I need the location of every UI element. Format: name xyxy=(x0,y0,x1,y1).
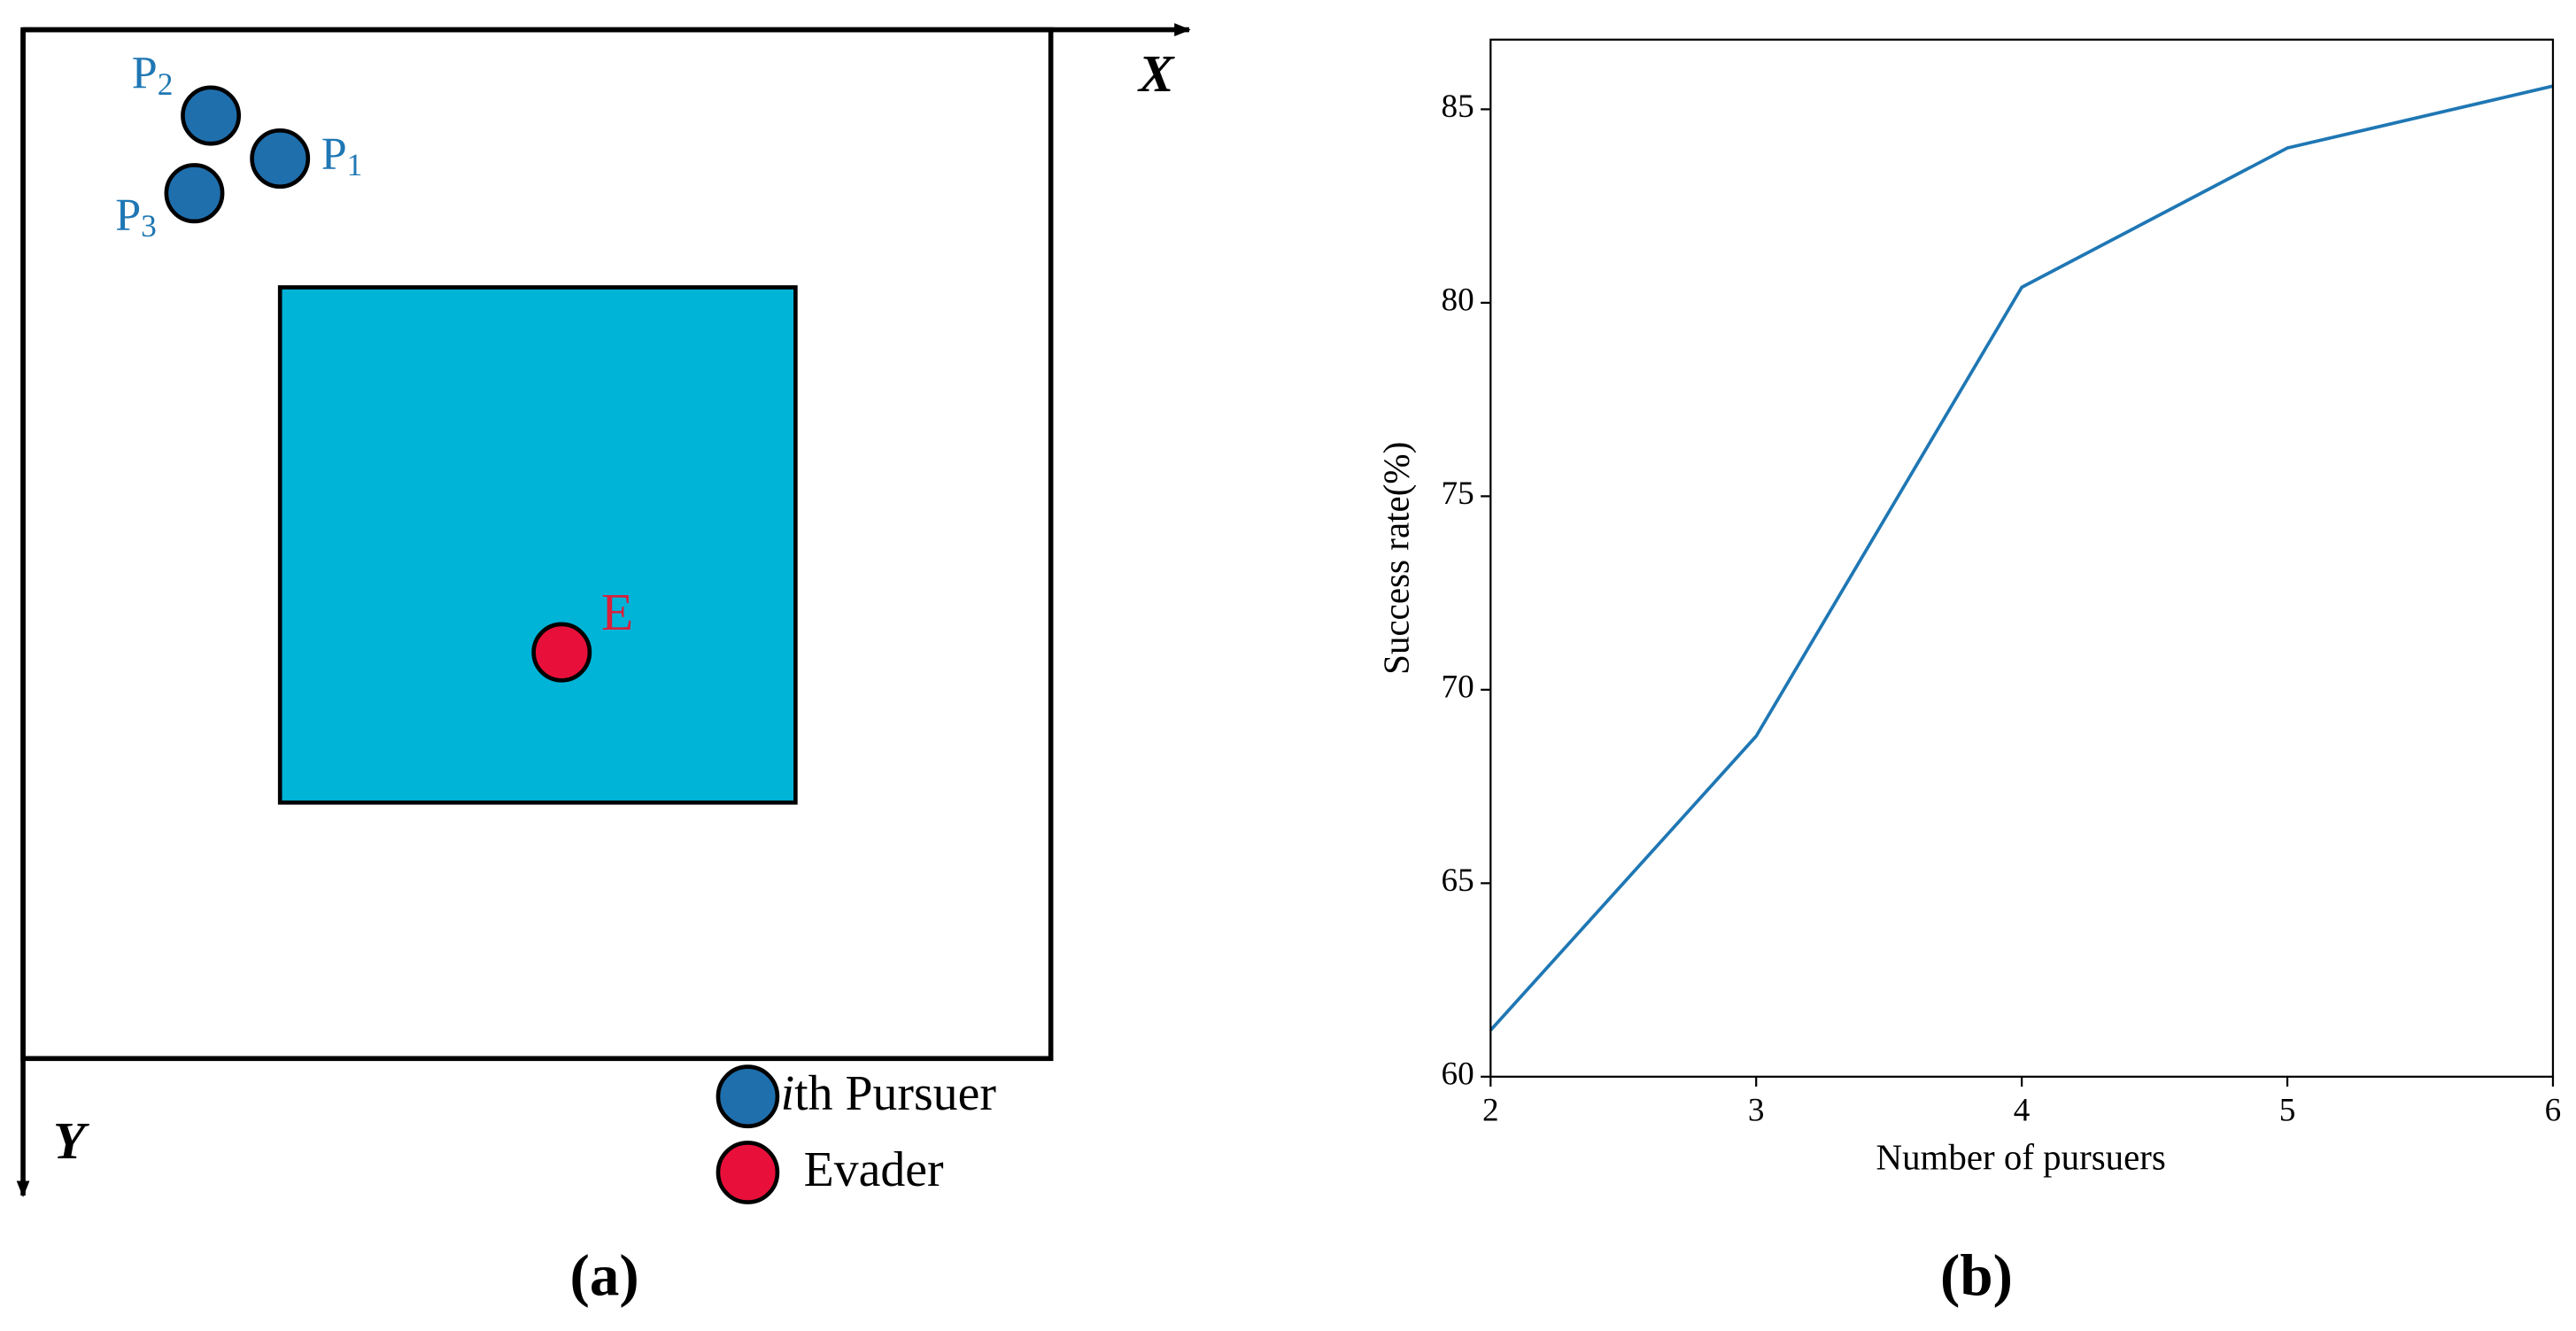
legend-text: Evader xyxy=(804,1142,944,1197)
y-tick-label: 80 xyxy=(1441,282,1474,318)
obstacle-region xyxy=(277,285,798,805)
evader xyxy=(531,622,592,683)
pursuer-label: P1 xyxy=(321,129,363,182)
x-axis-label: X xyxy=(1137,44,1175,103)
evader-label: E xyxy=(601,583,633,641)
pursuer xyxy=(164,163,225,224)
y-tick-label: 75 xyxy=(1441,476,1474,512)
x-tick-label: 2 xyxy=(1482,1092,1499,1128)
legend-swatch xyxy=(716,1064,780,1129)
y-tick-label: 65 xyxy=(1441,863,1474,899)
pursuer xyxy=(181,85,242,146)
series-line xyxy=(1489,84,2554,1032)
pursuer-index: 3 xyxy=(141,208,157,244)
pursuer-name: P xyxy=(115,190,141,241)
pursuer-label: P3 xyxy=(115,190,157,244)
y-tick-label: 60 xyxy=(1441,1056,1474,1092)
x-tick-label: 5 xyxy=(2279,1092,2296,1128)
legend-italic: i xyxy=(781,1066,795,1121)
caption: (a) xyxy=(570,1242,639,1308)
x-tick-label: 3 xyxy=(1748,1092,1765,1128)
pursuer-index: 1 xyxy=(347,147,363,182)
pursuer xyxy=(250,128,311,190)
pursuer-label: P2 xyxy=(132,49,174,102)
pursuer-index: 2 xyxy=(158,66,174,102)
y-axis-title: Success rate(%) xyxy=(1375,442,1416,675)
y-tick-label: 85 xyxy=(1441,89,1474,125)
pursuer-name: P xyxy=(132,49,158,99)
legend-label: ith Pursuer xyxy=(781,1066,997,1121)
pursuer-name: P xyxy=(321,129,347,180)
x-axis-title: Number of pursuers xyxy=(1876,1136,2166,1177)
chart: Number of pursuers Success rate(%) (b) 6… xyxy=(1375,38,2562,1308)
x-tick-label: 6 xyxy=(2545,1092,2562,1128)
y-axis-label: Y xyxy=(53,1111,89,1170)
y-tick-label: 70 xyxy=(1441,669,1474,705)
diagram: X Y P1 P2 P3 E ith Pursuer Evader (a) xyxy=(16,23,1191,1308)
legend-label: Evader xyxy=(804,1142,944,1197)
caption: (b) xyxy=(1940,1242,2013,1308)
x-tick-label: 4 xyxy=(2014,1092,2031,1128)
legend-text: th Pursuer xyxy=(794,1066,996,1121)
legend-swatch xyxy=(716,1141,780,1204)
plot-frame xyxy=(1489,38,2555,1078)
